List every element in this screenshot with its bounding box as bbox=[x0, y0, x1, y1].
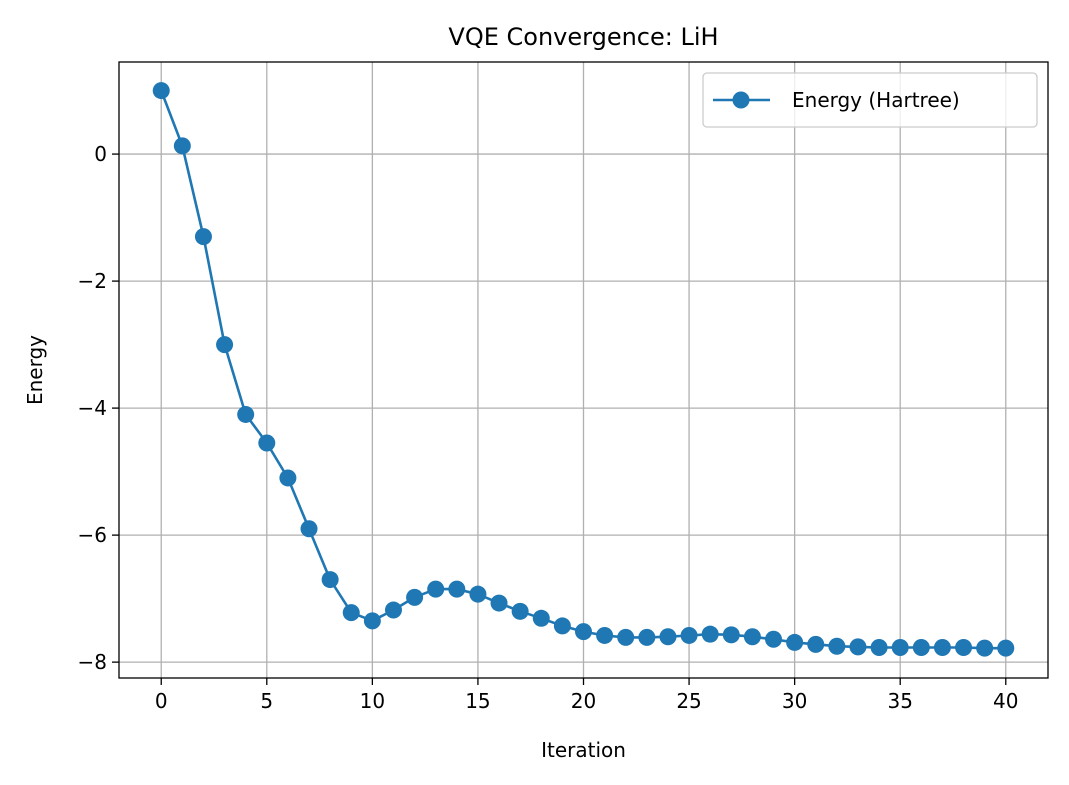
data-point bbox=[807, 635, 825, 653]
x-axis-label: Iteration bbox=[541, 738, 626, 762]
data-point bbox=[765, 630, 783, 648]
data-point bbox=[384, 601, 402, 619]
data-point bbox=[406, 588, 424, 606]
data-point bbox=[363, 612, 381, 630]
data-point bbox=[870, 639, 888, 657]
x-tick-label: 10 bbox=[360, 689, 385, 713]
x-tick-label: 5 bbox=[260, 689, 273, 713]
y-tick-label: −8 bbox=[78, 650, 107, 674]
data-point bbox=[448, 580, 466, 598]
data-point bbox=[342, 604, 360, 622]
data-point bbox=[173, 137, 191, 155]
legend-box bbox=[702, 72, 1038, 128]
data-point bbox=[596, 626, 614, 644]
data-point bbox=[279, 469, 297, 487]
data-point bbox=[194, 228, 212, 246]
data-point bbox=[849, 638, 867, 656]
y-tick-label: −2 bbox=[78, 269, 107, 293]
data-point bbox=[490, 594, 508, 612]
data-point bbox=[659, 628, 677, 646]
data-point bbox=[553, 617, 571, 635]
y-axis-label: Energy bbox=[23, 335, 47, 405]
legend: Energy (Hartree) bbox=[702, 72, 1038, 128]
data-point bbox=[786, 633, 804, 651]
x-tick-label: 30 bbox=[782, 689, 807, 713]
data-point bbox=[575, 623, 592, 641]
data-point bbox=[743, 628, 761, 646]
data-point bbox=[152, 82, 170, 100]
y-tick-label: −4 bbox=[78, 396, 107, 420]
grid-lines bbox=[119, 62, 1048, 678]
x-tick-label: 40 bbox=[993, 689, 1018, 713]
data-point bbox=[300, 520, 318, 538]
x-tick-label: 0 bbox=[155, 689, 168, 713]
data-point bbox=[933, 639, 951, 657]
data-point bbox=[680, 626, 698, 644]
data-point bbox=[976, 639, 994, 657]
y-tick-label: −6 bbox=[78, 523, 107, 547]
data-point bbox=[912, 639, 930, 657]
data-point bbox=[701, 625, 719, 643]
legend-marker-swatch bbox=[732, 91, 750, 109]
data-point bbox=[955, 639, 973, 657]
axis-ticks: 0 5 10 15 20 25 30 35 40 −8 −6 −4 −2 0 bbox=[78, 142, 1019, 713]
chart-title: VQE Convergence: LiH bbox=[448, 23, 718, 51]
data-point bbox=[638, 628, 656, 646]
data-point bbox=[258, 434, 276, 452]
data-point bbox=[997, 639, 1015, 657]
data-point bbox=[532, 609, 550, 627]
x-tick-label: 35 bbox=[887, 689, 912, 713]
data-series bbox=[152, 82, 1015, 657]
data-point bbox=[469, 585, 487, 603]
x-tick-label: 15 bbox=[465, 689, 490, 713]
data-point bbox=[511, 602, 529, 620]
data-point bbox=[891, 639, 909, 657]
data-point bbox=[427, 580, 445, 598]
data-point bbox=[828, 637, 846, 655]
data-point bbox=[321, 571, 339, 589]
legend-entry-label: Energy (Hartree) bbox=[792, 88, 960, 112]
data-point bbox=[216, 336, 234, 354]
data-point bbox=[237, 405, 255, 423]
y-tick-label: 0 bbox=[94, 142, 107, 166]
x-tick-label: 25 bbox=[676, 689, 701, 713]
x-tick-label: 20 bbox=[571, 689, 596, 713]
data-point bbox=[617, 628, 635, 646]
data-point bbox=[722, 626, 740, 644]
